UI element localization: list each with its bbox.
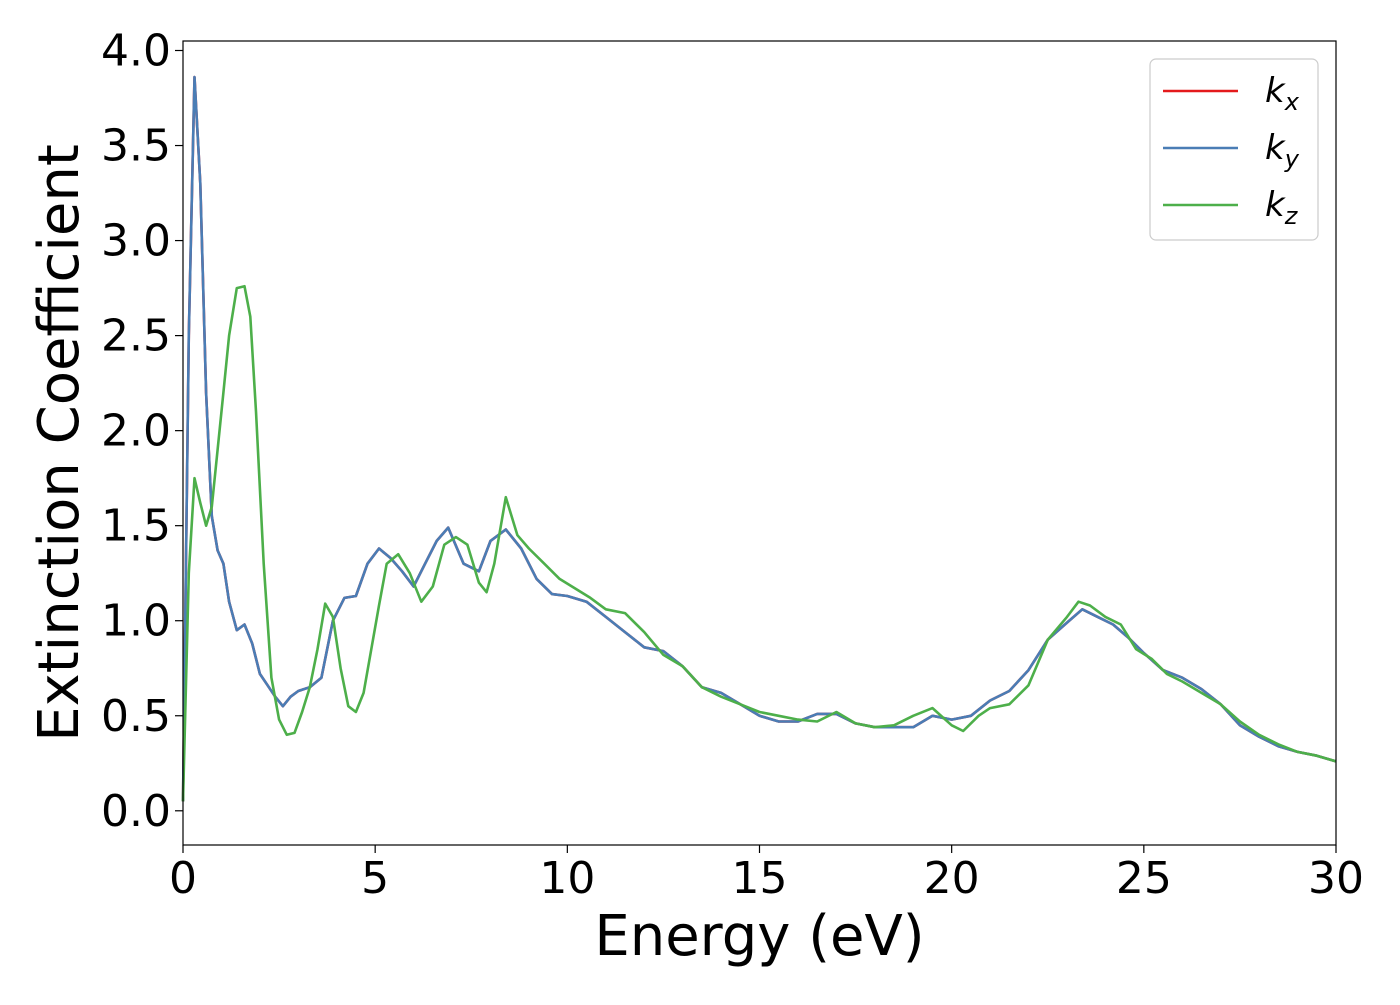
x-tick-label: 5	[361, 853, 389, 904]
y-tick-label: 0.5	[101, 691, 171, 742]
legend-label-base: k	[1265, 128, 1286, 168]
legend-label-subscript: z	[1284, 202, 1299, 230]
y-tick-label: 1.5	[101, 501, 171, 552]
y-axis-ticks: 0.0 0.5 1.0 1.5 2.0 2.5 3.0 3.5 4.0	[101, 26, 183, 837]
y-axis-label: Extinction Coefficient	[27, 144, 92, 742]
legend-label-subscript: y	[1284, 145, 1300, 173]
legend-label-x: kx	[1265, 71, 1300, 116]
x-tick-label: 25	[1116, 853, 1172, 904]
x-tick-label: 30	[1308, 853, 1364, 904]
y-tick-label: 3.5	[101, 121, 171, 172]
y-tick-label: 0.0	[101, 786, 171, 837]
series-line-z	[181, 284, 1337, 802]
legend-label-subscript: x	[1284, 88, 1300, 116]
legend-label-z: kz	[1265, 185, 1299, 230]
series-line-y	[181, 75, 1337, 802]
y-tick-label: 1.0	[101, 596, 171, 647]
y-tick-label: 4.0	[101, 26, 171, 77]
x-tick-label: 10	[539, 853, 595, 904]
x-axis-ticks: 0 5 10 15 20 25 30	[169, 845, 1364, 904]
legend-label-base: k	[1265, 71, 1286, 111]
legend-box	[1149, 58, 1319, 241]
y-tick-label: 3.0	[101, 216, 171, 267]
series-layer	[181, 75, 1337, 802]
x-tick-label: 15	[732, 853, 788, 904]
y-tick-label: 2.0	[101, 406, 171, 457]
legend-label-base: k	[1265, 185, 1286, 225]
x-axis-label: Energy (eV)	[594, 904, 924, 969]
y-tick-label: 2.5	[101, 311, 171, 362]
legend-label-y: ky	[1265, 128, 1300, 173]
x-tick-label: 0	[169, 853, 197, 904]
x-tick-label: 20	[924, 853, 980, 904]
